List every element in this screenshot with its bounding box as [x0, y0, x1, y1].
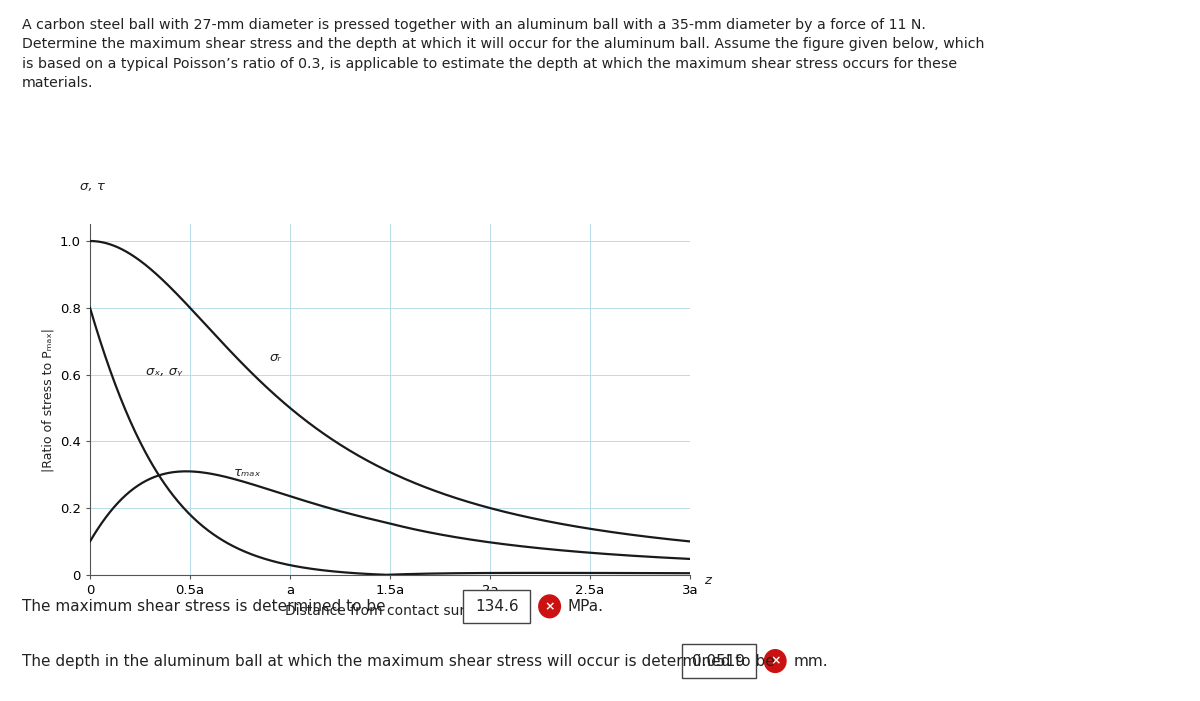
- Text: The depth in the aluminum ball at which the maximum shear stress will occur is d: The depth in the aluminum ball at which …: [22, 653, 774, 669]
- Text: ×: ×: [770, 655, 780, 667]
- Text: ×: ×: [545, 600, 554, 613]
- Text: mm.: mm.: [793, 653, 828, 669]
- Circle shape: [539, 595, 560, 618]
- Text: σ, τ: σ, τ: [80, 179, 106, 193]
- Text: 0.0519: 0.0519: [692, 653, 745, 669]
- Text: The maximum shear stress is determined to be: The maximum shear stress is determined t…: [22, 599, 385, 614]
- Text: A carbon steel ball with 27-mm diameter is pressed together with an aluminum bal: A carbon steel ball with 27-mm diameter …: [22, 18, 984, 90]
- Text: MPa.: MPa.: [568, 599, 604, 614]
- Text: τₘₐₓ: τₘₐₓ: [234, 466, 262, 479]
- Y-axis label: |Ratio of stress to Pₘₐₓ|: |Ratio of stress to Pₘₐₓ|: [42, 327, 54, 472]
- Text: σᵣ: σᵣ: [270, 351, 282, 365]
- Circle shape: [764, 650, 786, 672]
- Text: z: z: [704, 574, 712, 587]
- Text: 134.6: 134.6: [475, 599, 518, 614]
- X-axis label: Distance from contact surface: Distance from contact surface: [286, 604, 494, 618]
- Text: σₓ, σᵧ: σₓ, σᵧ: [146, 365, 182, 378]
